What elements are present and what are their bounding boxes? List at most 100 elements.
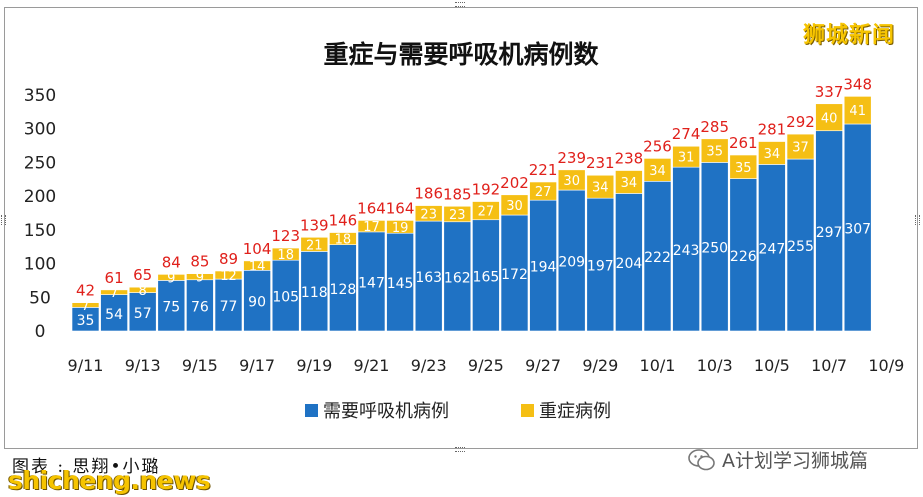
bar-severe <box>843 96 872 125</box>
data-label-severe: 34 <box>592 181 609 196</box>
data-label-severe: 8 <box>139 284 147 299</box>
bar-ventilator <box>672 166 700 332</box>
bar-ventilator <box>357 231 386 332</box>
data-label-ventilator: 194 <box>530 260 557 276</box>
data-label-ventilator: 226 <box>730 249 757 265</box>
data-label-total: 348 <box>843 75 872 93</box>
data-label-total: 61 <box>105 269 124 287</box>
data-label-severe: 9 <box>196 271 204 286</box>
bar-severe <box>128 286 157 293</box>
data-label-severe: 34 <box>764 147 781 162</box>
data-label-severe: 30 <box>506 199 523 214</box>
data-label-ventilator: 197 <box>587 259 614 275</box>
bar-severe <box>357 220 386 233</box>
y-tick-label: 300 <box>24 120 56 140</box>
bar-severe <box>71 302 100 308</box>
data-label-ventilator: 247 <box>759 242 786 258</box>
bar-severe <box>157 274 186 281</box>
resize-handle-top[interactable] <box>455 2 465 7</box>
data-label-ventilator: 90 <box>248 295 266 311</box>
bar-severe <box>414 205 443 222</box>
chart-caption: 图表 : 思翔•小璐 <box>12 457 161 477</box>
bar-severe <box>729 154 758 179</box>
data-label-severe: 35 <box>735 161 752 176</box>
bar-severe <box>386 220 414 234</box>
resize-handle-left[interactable] <box>1 215 6 225</box>
data-label-total: 239 <box>557 149 586 167</box>
data-label-severe: 40 <box>821 111 838 126</box>
y-tick-label: 200 <box>24 187 56 207</box>
data-label-ventilator: 128 <box>330 282 357 298</box>
data-label-total: 238 <box>615 150 644 168</box>
data-label-ventilator: 76 <box>191 299 209 315</box>
bar-severe <box>329 232 357 245</box>
bar-ventilator <box>100 294 128 332</box>
data-label-total: 42 <box>76 282 95 300</box>
x-tick-label: 10/1 <box>640 356 676 375</box>
data-label-severe: 27 <box>478 205 495 220</box>
bar-severe <box>529 181 557 201</box>
site-watermark: shicheng.news <box>8 466 211 495</box>
y-tick-label: 350 <box>24 86 56 106</box>
data-label-severe: 34 <box>621 176 638 191</box>
bar-severe <box>443 205 472 223</box>
data-label-ventilator: 297 <box>816 225 843 241</box>
data-label-total: 164 <box>386 199 415 217</box>
data-label-total: 85 <box>190 253 209 271</box>
data-label-total: 337 <box>815 83 844 101</box>
data-label-total: 274 <box>672 125 701 143</box>
data-label-ventilator: 54 <box>105 307 123 323</box>
data-label-severe: 35 <box>706 145 723 160</box>
y-tick-label: 50 <box>29 288 51 308</box>
bar-severe <box>786 133 815 160</box>
resize-handle-right[interactable] <box>915 215 920 225</box>
x-tick-label: 10/5 <box>754 356 790 375</box>
data-label-severe: 14 <box>249 260 266 275</box>
x-tick-label: 9/25 <box>468 356 504 375</box>
data-label-total: 221 <box>529 161 558 179</box>
x-tick-label: 9/13 <box>125 356 161 375</box>
x-tick-label: 9/27 <box>525 356 561 375</box>
data-label-severe: 7 <box>110 286 118 301</box>
data-label-ventilator: 307 <box>844 221 871 237</box>
data-label-ventilator: 222 <box>644 250 671 266</box>
bar-ventilator <box>157 280 186 332</box>
bar-ventilator <box>300 251 329 332</box>
data-label-total: 256 <box>643 137 672 155</box>
bar-ventilator <box>643 181 672 332</box>
wechat-icon <box>688 448 715 470</box>
data-label-ventilator: 57 <box>134 306 152 322</box>
legend-swatch-severe <box>521 404 534 417</box>
x-tick-label: 9/21 <box>354 356 390 375</box>
bar-severe <box>271 247 300 261</box>
legend-swatch-ventilator <box>305 404 318 417</box>
bar-severe <box>500 194 529 216</box>
bar-ventilator <box>758 164 786 332</box>
bar-ventilator <box>329 244 357 332</box>
data-label-total: 164 <box>357 199 386 217</box>
bar-ventilator <box>271 259 300 332</box>
data-label-ventilator: 255 <box>787 239 814 255</box>
data-label-severe: 31 <box>678 151 695 166</box>
data-label-total: 123 <box>271 227 300 245</box>
bar-ventilator <box>443 221 472 332</box>
chart-title: 重症与需要呼吸机病例数 <box>323 40 599 69</box>
data-label-total: 285 <box>700 118 729 136</box>
bar-ventilator <box>586 197 615 332</box>
data-label-total: 185 <box>443 185 472 203</box>
resize-handle-bottom[interactable] <box>455 447 465 452</box>
data-label-severe: 7 <box>81 299 89 314</box>
x-tick-label: 9/17 <box>239 356 275 375</box>
data-label-severe: 9 <box>167 271 175 286</box>
data-label-severe: 37 <box>792 141 809 156</box>
data-label-ventilator: 145 <box>387 276 414 292</box>
data-label-total: 192 <box>472 181 501 199</box>
bar-severe <box>472 201 500 221</box>
y-tick-label: 0 <box>35 322 46 342</box>
data-label-severe: 34 <box>649 164 666 179</box>
y-tick-label: 150 <box>24 221 56 241</box>
data-label-ventilator: 105 <box>272 290 299 306</box>
data-label-ventilator: 172 <box>501 267 528 283</box>
bar-ventilator <box>529 199 557 332</box>
